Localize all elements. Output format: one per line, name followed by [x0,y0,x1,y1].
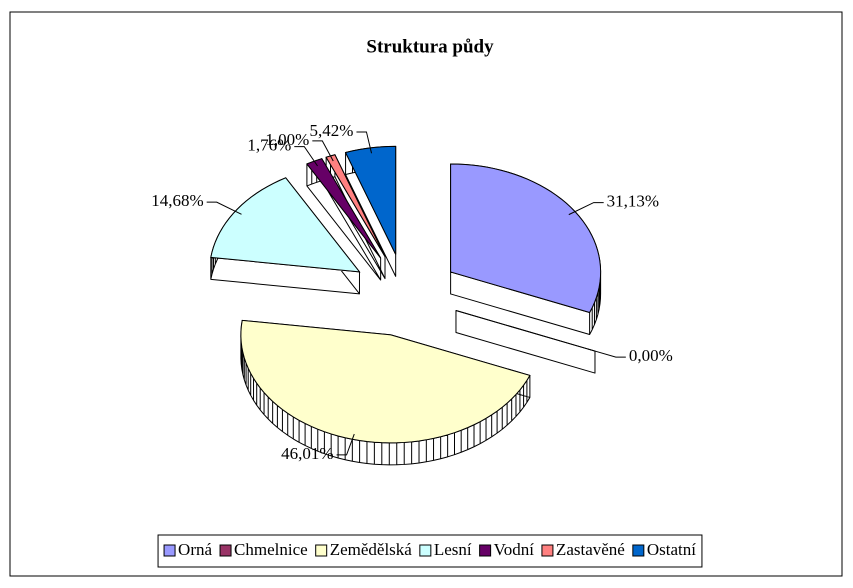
leader-line [312,140,334,162]
data-label: 31,13% [607,191,659,210]
legend-label: Ostatní [647,540,696,559]
legend-swatch [632,544,645,557]
leader-line [587,348,626,358]
slice-side [455,309,596,374]
chart-frame [9,11,843,577]
legend: Orná Chmelnice Zemědělská Lesní Vodní Zastavě… [157,534,703,568]
legend-swatch [219,544,232,557]
pie: 31,13% 0,00% 46,01% 14,68% 1,76%1,00% 5,42% [151,121,673,466]
legend-label: Orná [178,540,212,559]
leader-line [206,201,242,215]
legend-swatch [163,544,176,557]
legend-swatch [541,544,554,557]
data-label: 46,01% [281,444,333,463]
legend-label: Chmelnice [234,540,308,559]
legend-label: Zemědělská [330,540,413,559]
data-label: 5,42% [310,121,354,140]
data-label: 0,00% [629,346,673,365]
legend-label: Zastavěné [556,540,625,559]
data-label: 1,76% [247,136,291,155]
chart-title: Struktura půdy [366,36,494,57]
leader-line [336,433,355,456]
leader-line [568,202,604,216]
data-label: 14,68% [151,191,203,210]
legend-swatch [419,544,432,557]
data-label: 1,00% [265,130,309,149]
leader-line [356,131,373,154]
legend-label: Vodní [494,540,535,559]
legend-swatch [315,544,328,557]
legend-swatch [479,544,492,557]
legend-label: Lesní [434,540,472,559]
legend-box [157,534,703,568]
leader-line [294,146,318,167]
